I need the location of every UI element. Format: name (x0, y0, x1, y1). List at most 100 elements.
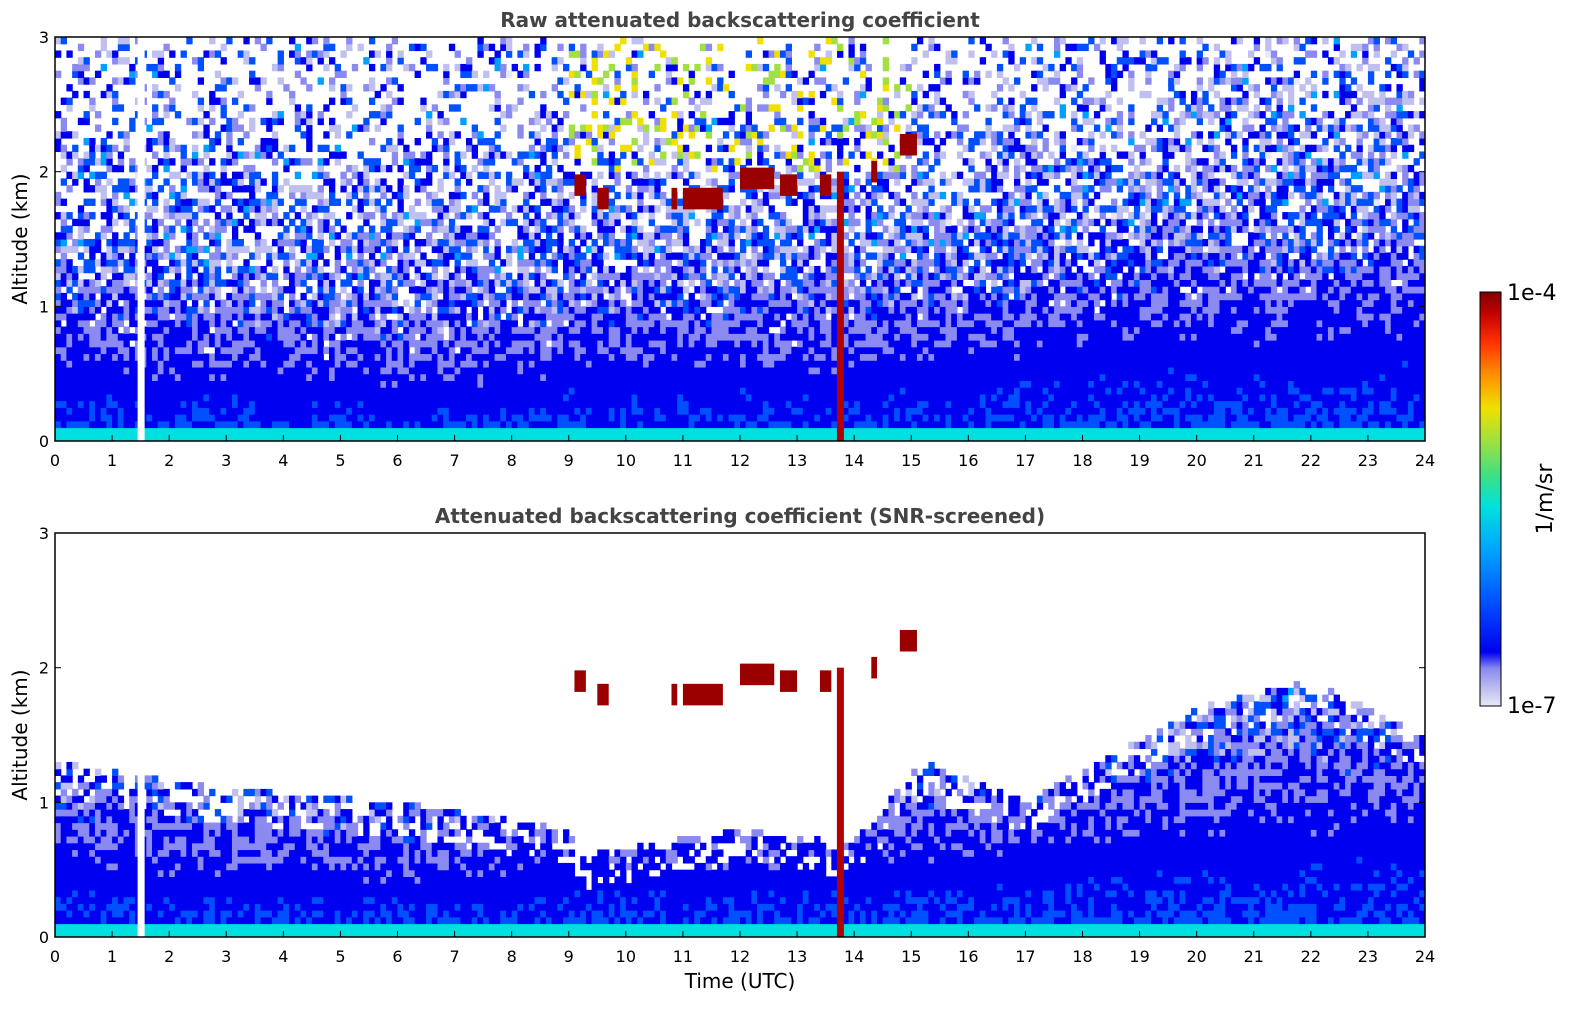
heat-cell (289, 434, 296, 441)
heat-cell (311, 212, 319, 220)
heat-cell (180, 319, 187, 328)
heat-cell (705, 245, 713, 254)
heat-cell (397, 306, 404, 314)
heat-cell (671, 212, 678, 220)
heat-cell (568, 205, 576, 213)
heat-cell (317, 111, 324, 119)
heat-cell (671, 414, 678, 422)
heat-cell (466, 245, 473, 254)
heat-cell (625, 387, 633, 395)
heat-cell (106, 326, 113, 334)
heat-cell (209, 205, 216, 213)
heat-cell (117, 380, 125, 388)
heat-cell (540, 171, 547, 179)
heat-cell (254, 252, 262, 260)
heat-cell (437, 117, 444, 126)
heat-cell (374, 333, 381, 341)
heat-cell (448, 427, 456, 435)
heat-cell (197, 245, 205, 254)
heat-cell (363, 400, 370, 408)
heat-cell (437, 360, 444, 368)
heat-cell (214, 259, 222, 267)
heat-cell (603, 326, 610, 334)
heat-cell (608, 360, 616, 368)
heat-cell (597, 306, 604, 314)
heat-cell (89, 306, 96, 314)
heat-cell (271, 313, 279, 321)
heat-cell (192, 346, 199, 355)
heat-cell (631, 225, 638, 233)
heat-cell (203, 124, 210, 132)
heat-cell (671, 286, 678, 294)
heat-cell (585, 279, 593, 287)
heat-cell (363, 306, 370, 314)
heat-cell (591, 178, 598, 186)
heat-cell (266, 218, 273, 227)
heat-cell (368, 400, 376, 408)
heat-cell (186, 366, 193, 375)
heat-cell (660, 333, 667, 341)
heat-cell (169, 97, 176, 105)
heat-cell (574, 232, 581, 240)
heat-cell (55, 326, 62, 334)
heat-cell (420, 366, 427, 375)
heat-cell (745, 313, 753, 321)
heat-cell (637, 313, 644, 321)
heat-cell (363, 360, 370, 368)
heat-cell (517, 340, 524, 348)
heat-cell (283, 225, 290, 233)
heat-cell (500, 380, 507, 388)
heat-cell (294, 57, 302, 65)
heat-cell (614, 97, 621, 105)
heat-cell (642, 286, 650, 294)
heat-cell (129, 306, 136, 314)
heat-cell (511, 313, 518, 321)
heat-cell (568, 171, 576, 179)
heat-cell (340, 151, 347, 159)
heat-cell (192, 90, 199, 99)
heat-cell (682, 313, 690, 321)
heat-cell (466, 373, 473, 381)
heat-cell (100, 144, 107, 153)
heat-cell (380, 104, 387, 112)
heat-cell (83, 400, 90, 408)
raw-panel: Raw attenuated backscattering coefficien… (8, 8, 1435, 470)
heat-cell (585, 306, 593, 314)
heat-cell (414, 158, 421, 166)
heat-cell (545, 212, 553, 220)
heat-cell (597, 427, 604, 435)
heat-cell (203, 299, 210, 307)
heat-cell (180, 333, 187, 341)
heat-cell (677, 393, 684, 402)
heat-cell (557, 360, 564, 368)
heat-cell (717, 407, 724, 415)
heat-cell (540, 333, 547, 341)
heat-cell (55, 373, 62, 381)
heat-cell (580, 306, 587, 314)
heat-cell (431, 104, 439, 112)
heat-cell (734, 279, 741, 287)
heat-cell (306, 340, 313, 348)
heat-cell (751, 279, 758, 287)
heat-cell (563, 63, 570, 72)
heat-cell (386, 373, 393, 381)
heat-cell (192, 218, 199, 227)
heat-cell (77, 164, 85, 173)
heat-cell (237, 340, 244, 348)
heat-cell (89, 77, 96, 85)
heat-cell (174, 333, 182, 341)
heat-cell (545, 111, 553, 119)
heat-cell (648, 70, 655, 78)
heat-cell (294, 225, 302, 233)
heat-cell (192, 131, 199, 139)
heat-cell (540, 414, 547, 422)
heat-cell (323, 279, 330, 287)
heat-cell (100, 171, 107, 179)
heat-cell (329, 353, 336, 361)
heat-cell (129, 265, 136, 274)
heat-cell (460, 393, 467, 402)
heat-cell (129, 286, 136, 294)
heat-cell (505, 414, 513, 422)
heat-cell (466, 420, 473, 429)
heat-cell (289, 420, 296, 429)
